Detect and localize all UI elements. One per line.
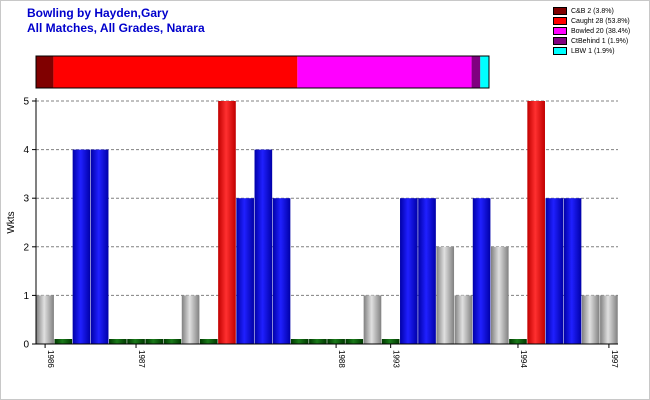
bar	[581, 295, 600, 344]
bar	[509, 339, 527, 344]
y-tick-label: 0	[23, 340, 29, 351]
bar	[163, 339, 182, 344]
y-axis-title: Wkts	[6, 211, 17, 233]
bar	[236, 198, 254, 344]
bar	[90, 149, 109, 344]
x-tick-label: 1997	[610, 350, 619, 368]
bar	[36, 295, 54, 344]
legend-label: Bowled 20 (38.4%)	[571, 27, 631, 35]
bar	[381, 339, 400, 344]
bar	[254, 149, 273, 344]
summary-segment	[471, 56, 481, 88]
bar	[472, 198, 491, 344]
bar	[54, 339, 73, 344]
y-tick-label: 3	[23, 194, 29, 205]
summary-segment	[53, 56, 298, 88]
bar	[436, 246, 455, 344]
bar	[454, 295, 473, 344]
x-tick-label: 1988	[337, 350, 346, 368]
summary-segment	[297, 56, 472, 88]
summary-segment	[36, 56, 54, 88]
bar	[563, 198, 582, 344]
legend-label: CtBehind 1 (1.9%)	[571, 37, 629, 45]
legend-item: Caught 28 (53.8%)	[553, 16, 630, 26]
bar	[600, 295, 618, 344]
bar	[527, 101, 545, 344]
chart-title: Bowling by Hayden,Gary	[27, 6, 169, 20]
legend-swatch	[553, 27, 567, 35]
bar	[418, 198, 436, 344]
bar	[145, 339, 164, 344]
legend-swatch	[553, 37, 567, 45]
bar	[199, 339, 218, 344]
bar	[400, 198, 418, 344]
bar	[327, 339, 345, 344]
y-tick-label: 2	[23, 242, 29, 253]
bar	[345, 339, 364, 344]
x-tick-label: 1987	[137, 350, 146, 368]
legend: C&B 2 (3.8%) Caught 28 (53.8%) Bowled 20 (…	[553, 6, 630, 56]
legend-item: CtBehind 1 (1.9%)	[553, 36, 630, 46]
y-tick-label: 1	[23, 291, 29, 302]
bar	[309, 339, 327, 344]
summary-segment	[480, 56, 489, 88]
bar	[545, 198, 564, 344]
bar	[218, 101, 236, 344]
bar	[272, 198, 291, 344]
chart-subtitle: All Matches, All Grades, Narara	[27, 21, 205, 35]
x-tick-label: 1986	[46, 350, 55, 368]
bar	[127, 339, 145, 344]
x-tick-label: 1994	[519, 350, 528, 368]
bar	[490, 246, 509, 344]
bar	[109, 339, 127, 344]
bar	[363, 295, 382, 344]
legend-label: C&B 2 (3.8%)	[571, 7, 614, 15]
summary-bar-border	[35, 55, 490, 89]
legend-label: LBW 1 (1.9%)	[571, 47, 615, 55]
x-tick-label: 1993	[392, 350, 401, 368]
legend-swatch	[553, 7, 567, 15]
bar	[72, 149, 91, 344]
legend-item: C&B 2 (3.8%)	[553, 6, 630, 16]
legend-label: Caught 28 (53.8%)	[571, 17, 630, 25]
legend-swatch	[553, 17, 567, 25]
bar	[181, 295, 200, 344]
legend-item: LBW 1 (1.9%)	[553, 46, 630, 56]
bar	[290, 339, 309, 344]
y-tick-label: 4	[23, 145, 29, 156]
legend-item: Bowled 20 (38.4%)	[553, 26, 630, 36]
legend-swatch	[553, 47, 567, 55]
y-tick-label: 5	[23, 97, 29, 108]
